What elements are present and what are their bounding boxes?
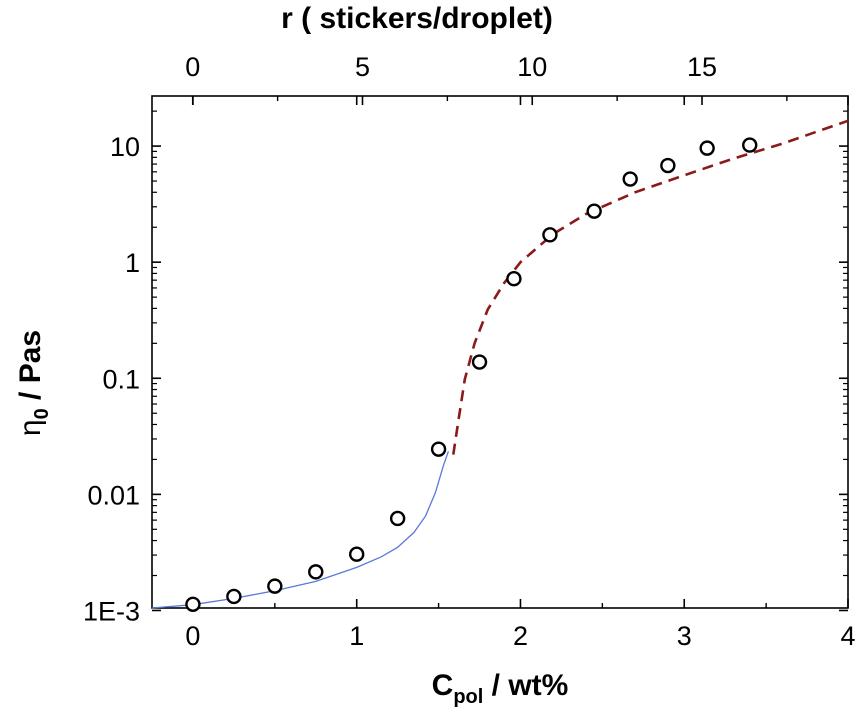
bottom-axis-tick-label: 4: [840, 621, 855, 651]
left-axis-title: η0 / Pas: [14, 330, 53, 436]
data-point: [699, 140, 715, 156]
left-axis-title-sub: 0: [31, 408, 53, 419]
data-point: [471, 354, 488, 370]
bottom-axis-title-sub: pol: [453, 686, 483, 708]
top-axis-title: r ( stickers/droplet): [281, 2, 553, 35]
top-axis-tick-label: 5: [355, 52, 370, 82]
data-point: [267, 578, 283, 594]
data-point: [430, 441, 447, 457]
left-axis-tick-label: 1: [125, 248, 140, 278]
bottom-axis-tick-label: 0: [185, 621, 200, 651]
left-axis-tick-label: 0.1: [102, 364, 140, 394]
bottom-axis-title: Cpol / wt%: [432, 669, 569, 708]
left-axis-tick-label: 0.01: [87, 480, 140, 510]
bottom-axis-tick-label: 3: [677, 621, 692, 651]
left-axis-tick-label: 1E-3: [83, 596, 140, 626]
data-point: [660, 157, 676, 174]
fit-line-dashed: [452, 119, 849, 455]
top-axis-tick-label: 0: [185, 52, 200, 82]
bottom-axis-tick-label: 1: [349, 621, 364, 651]
bottom-axis-title-rest: / wt%: [483, 669, 568, 702]
fit-line-solid: [151, 451, 450, 609]
top-axis-tick-label: 10: [517, 52, 547, 82]
top-axis-tick-label: 15: [687, 52, 717, 82]
data-point: [389, 510, 406, 527]
bottom-axis-tick-label: 2: [513, 621, 528, 651]
data-point: [506, 271, 522, 287]
data-point: [308, 564, 324, 580]
left-axis-title-main: η: [14, 419, 47, 436]
left-axis-tick-label: 10: [110, 132, 140, 162]
plot-frame: [151, 95, 849, 609]
data-point: [622, 171, 638, 187]
data-point: [542, 227, 558, 243]
left-axis-title-rest: / Pas: [14, 330, 47, 408]
data-point: [586, 203, 602, 219]
data-point: [185, 596, 201, 612]
data-point: [226, 588, 242, 605]
bottom-axis-title-main: C: [432, 669, 454, 702]
data-point: [742, 137, 758, 153]
data-point: [349, 546, 365, 562]
data-points-layer: [185, 137, 758, 612]
fit-lines-layer: [151, 119, 849, 609]
ticks-layer: 0 1 2 3 4 0 5 10 15 1E-3 0.01 0.1 1 10: [83, 52, 856, 651]
